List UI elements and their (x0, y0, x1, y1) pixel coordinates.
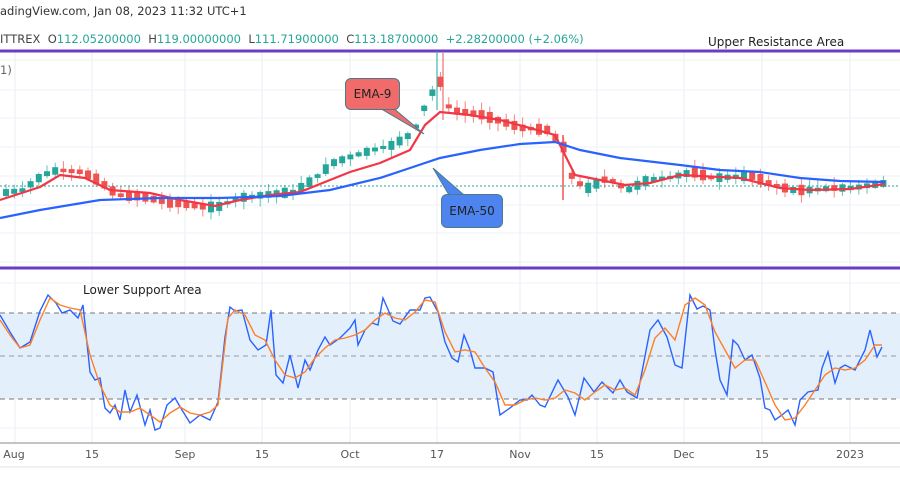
close-value: 113.18700000 (354, 32, 439, 46)
x-axis-tick-label: 15 (590, 448, 604, 461)
ema50-callout: EMA-50 (441, 194, 503, 228)
ema50-callout-text: EMA-50 (449, 204, 495, 218)
low-value: 111.71900000 (254, 32, 339, 46)
stoch-d-line (0, 296, 882, 423)
indicator-legend-fragment: 1) (0, 63, 12, 77)
ema9-line (0, 110, 886, 208)
x-axis-tick-label: 17 (430, 448, 444, 461)
ohlc-legend: ITTREX O112.05200000 H119.00000000 L111.… (0, 32, 584, 46)
x-axis-tick-label: 15 (85, 448, 99, 461)
x-axis-tick-label: Dec (673, 448, 695, 461)
lower-support-label: Lower Support Area (83, 283, 202, 297)
stoch-k-line (0, 292, 883, 431)
ema9-callout-text: EMA-9 (353, 87, 392, 101)
x-axis-tick-label: Oct (340, 448, 360, 461)
x-axis-tick-label: Nov (509, 448, 531, 461)
low-label: L (248, 32, 255, 46)
x-axis-tick-label: Aug (3, 448, 25, 461)
chart-source-line: adingView.com, Jan 08, 2023 11:32 UTC+1 (0, 4, 247, 18)
close-label: C (346, 32, 355, 46)
ema50-line (0, 140, 886, 220)
high-label: H (148, 32, 157, 46)
x-axis-tick-label: 15 (755, 448, 769, 461)
symbol-name: ITTREX (0, 32, 41, 46)
x-axis-tick-label: Sep (174, 448, 196, 461)
x-axis-tick-label: 2023 (836, 448, 864, 461)
upper-resistance-label: Upper Resistance Area (708, 35, 845, 49)
change-value: +2.28200000 (+2.06%) (445, 32, 584, 46)
high-value: 119.00000000 (156, 32, 241, 46)
open-value: 112.05200000 (56, 32, 141, 46)
x-axis-tick-label: 15 (255, 448, 269, 461)
open-label: O (47, 32, 57, 46)
ema9-callout: EMA-9 (345, 78, 400, 110)
